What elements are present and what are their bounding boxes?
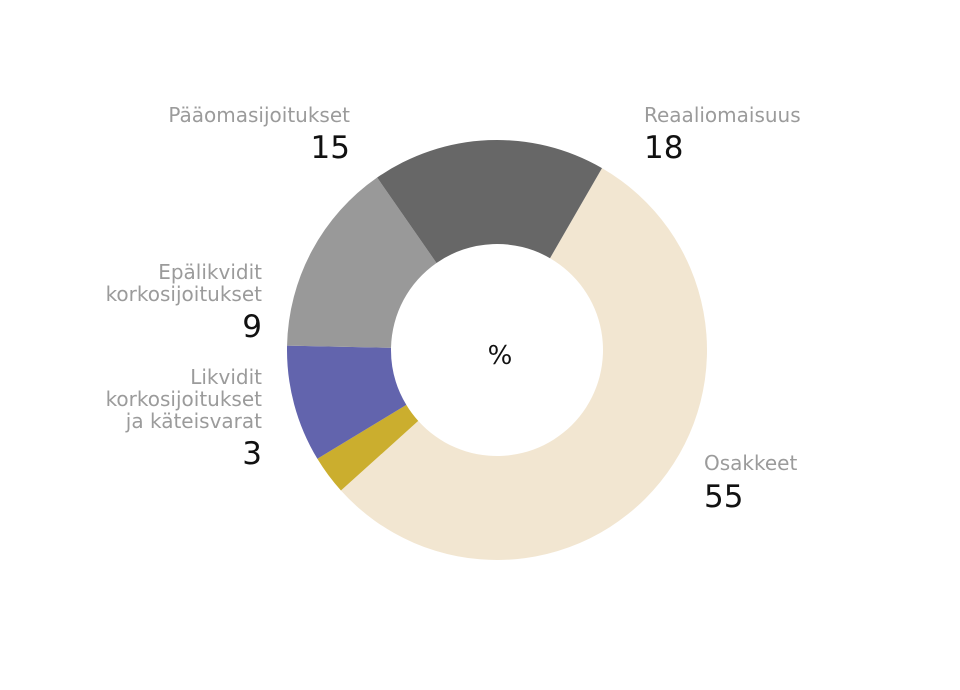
epalikvidit-value: 9	[242, 309, 262, 345]
donut-slice-3	[287, 177, 437, 348]
donut-slice-0	[340, 168, 707, 561]
osakkeet-label: Osakkeet	[704, 451, 798, 475]
donut-slice-4	[377, 139, 602, 263]
likvidit-label: Likvidit korkosijoitukset ja käteisvarat	[105, 365, 262, 433]
osakkeet-value: 55	[704, 479, 744, 515]
paaoma-value: 15	[310, 130, 350, 166]
epalikvidit-label: Epälikvidit korkosijoitukset	[105, 260, 262, 306]
paaoma-label: Pääomasijoitukset	[168, 103, 350, 127]
reaali-value: 18	[644, 130, 684, 166]
center-percent-label: %	[487, 341, 513, 371]
likvidit-value: 3	[242, 436, 262, 472]
donut-slice-2	[287, 345, 407, 459]
reaali-label: Reaaliomaisuus	[644, 103, 801, 127]
donut-slice-1	[317, 404, 419, 491]
